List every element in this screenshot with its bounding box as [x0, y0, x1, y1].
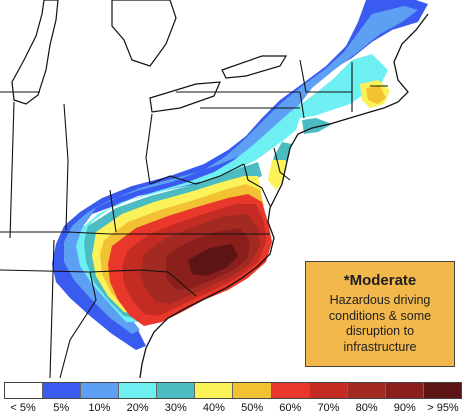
lake-ontario	[221, 55, 288, 79]
snow-probability-map	[0, 0, 429, 378]
lake-erie	[149, 81, 221, 113]
legend-swatch	[81, 383, 120, 398]
callout-description: Hazardous driving conditions & some disr…	[328, 293, 432, 354]
legend-swatch	[347, 383, 386, 398]
callout-title: *Moderate	[343, 272, 417, 289]
legend-label: 10%	[88, 402, 111, 414]
state-borders	[0, 59, 388, 378]
legend-label: 80%	[355, 402, 378, 414]
legend-swatch	[423, 383, 461, 398]
probability-legend: < 5% 5% 10% 20% 30% 40% 50% 60% 70% 80% …	[4, 382, 462, 416]
snow-shading	[52, 0, 428, 350]
legend-swatch	[5, 383, 44, 398]
legend-label: 20%	[126, 402, 149, 414]
legend-label: 70%	[317, 402, 340, 414]
severity-callout: *Moderate Hazardous driving conditions &…	[305, 261, 455, 367]
legend-swatch	[195, 383, 234, 398]
legend-swatch	[385, 383, 424, 398]
coastline	[139, 13, 429, 378]
legend-label: 5%	[53, 402, 70, 414]
legend-labels: < 5% 5% 10% 20% 30% 40% 50% 60% 70% 80% …	[4, 402, 462, 414]
legend-swatch	[309, 383, 348, 398]
lake-huron	[111, 0, 177, 67]
legend-label: 50%	[241, 402, 264, 414]
legend-swatch	[233, 383, 272, 398]
lake-michigan	[11, 0, 59, 105]
legend-swatch	[43, 383, 82, 398]
legend-swatch	[119, 383, 158, 398]
legend-label: 90%	[393, 402, 416, 414]
legend-swatch	[271, 383, 310, 398]
legend-label: 30%	[164, 402, 187, 414]
legend-label: 60%	[279, 402, 302, 414]
legend-swatches	[4, 382, 462, 399]
legend-swatch	[157, 383, 196, 398]
legend-label: 40%	[202, 402, 225, 414]
legend-label: > 95%	[427, 402, 459, 414]
legend-label: < 5%	[10, 402, 36, 414]
